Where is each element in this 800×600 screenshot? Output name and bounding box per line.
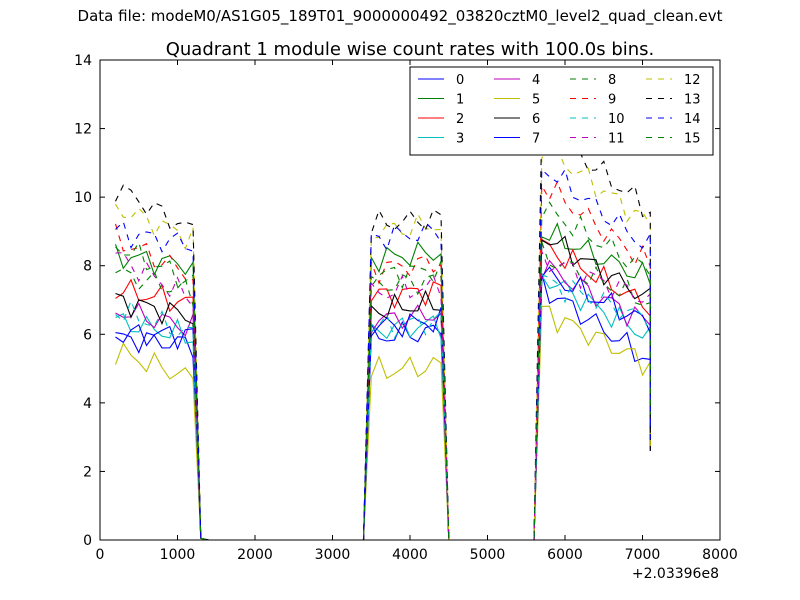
series-line-14	[115, 168, 651, 541]
x-tick-label: 2000	[237, 547, 273, 563]
y-tick-label: 6	[83, 327, 92, 343]
legend-label-10: 10	[608, 112, 625, 127]
legend-label-14: 14	[684, 112, 701, 127]
x-tick-label: 1000	[160, 547, 196, 563]
y-tick-label: 0	[83, 533, 92, 549]
legend-label-4: 4	[532, 73, 540, 88]
series-line-11	[115, 251, 651, 541]
axis-ticks: 0 1000 2000 3000 4000 5000 6000 7000 80000246810…	[74, 53, 738, 563]
y-tick-label: 14	[74, 53, 92, 69]
legend-box	[409, 66, 714, 156]
legend-label-15: 15	[684, 132, 701, 147]
y-tick-label: 12	[74, 122, 92, 138]
legend-label-0: 0	[456, 73, 464, 88]
legend-label-6: 6	[532, 112, 540, 127]
y-tick-label: 4	[83, 396, 92, 412]
legend-label-5: 5	[532, 93, 540, 108]
series-layer	[114, 119, 651, 541]
y-tick-label: 8	[83, 259, 92, 275]
chart-title: Quadrant 1 module wise count rates with …	[166, 39, 655, 60]
x-tick-label: 4000	[392, 547, 428, 563]
series-line-15	[115, 201, 651, 541]
legend-label-12: 12	[684, 73, 701, 88]
x-offset-label: +2.03396e8	[632, 566, 719, 582]
figure-suptitle: Data file: modeM0/AS1G05_189T01_90000004…	[77, 7, 723, 25]
series-line-13	[115, 119, 651, 541]
legend-label-2: 2	[456, 112, 464, 127]
legend-label-9: 9	[608, 93, 616, 108]
x-tick-label: 7000	[625, 547, 661, 563]
x-tick-label: 3000	[315, 547, 351, 563]
legend-label-3: 3	[456, 132, 464, 147]
legend-label-1: 1	[456, 93, 464, 108]
legend-label-13: 13	[684, 93, 701, 108]
x-tick-label: 8000	[702, 547, 738, 563]
legend-label-8: 8	[608, 73, 616, 88]
series-line-7	[115, 266, 651, 541]
legend-label-7: 7	[532, 132, 540, 147]
x-tick-label: 5000	[470, 547, 506, 563]
x-tick-label: 6000	[547, 547, 583, 563]
y-tick-label: 2	[83, 464, 92, 480]
legend-label-11: 11	[608, 132, 625, 147]
y-tick-label: 10	[74, 190, 92, 206]
x-tick-label: 0	[96, 547, 105, 563]
